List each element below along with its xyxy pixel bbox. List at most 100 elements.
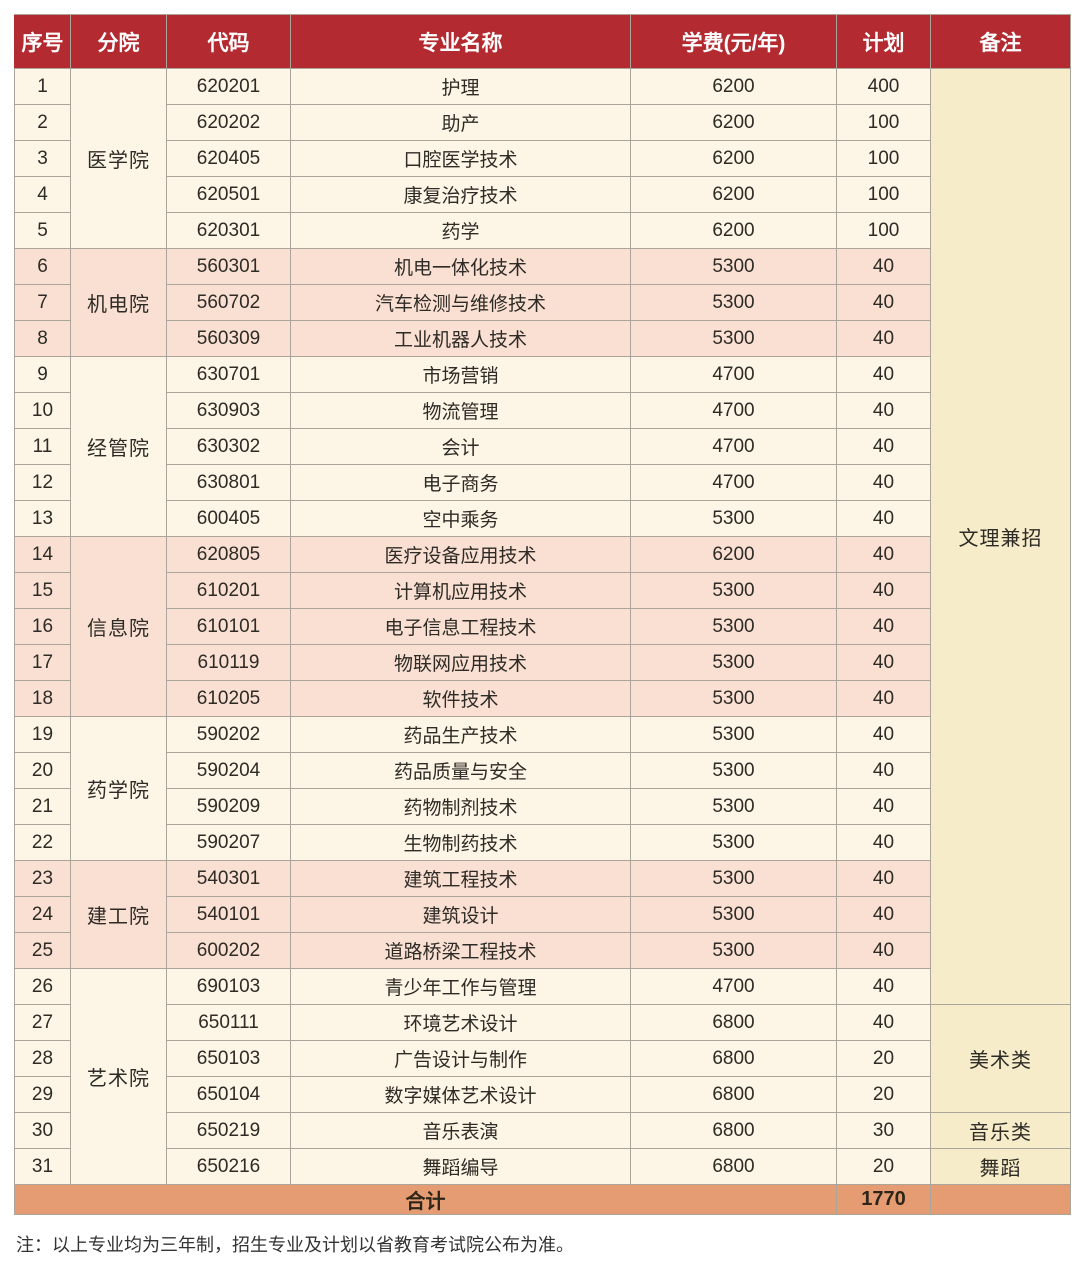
college-cell: 艺术院 (70, 968, 167, 1185)
major-code-cell: 610101 (166, 608, 291, 645)
major-name-cell: 建筑设计 (290, 896, 631, 933)
major-code-cell: 560309 (166, 320, 291, 357)
enrollment-plan-table: 序号 分院 代码 专业名称 学费(元/年) 计划 备注 1 医学院 620201 护理 6200 40… (14, 14, 1071, 1215)
major-code-cell: 600405 (166, 500, 291, 537)
major-code-cell: 620501 (166, 176, 291, 213)
table-row: 16 610101 电子信息工程技术 5300 40 (14, 608, 1071, 645)
major-name-cell: 青少年工作与管理 (290, 968, 631, 1005)
table-row: 4 620501 康复治疗技术 6200 100 (14, 176, 1071, 213)
row-number-cell: 6 (14, 248, 71, 285)
tuition-cell: 5300 (630, 320, 837, 357)
plan-cell: 40 (836, 392, 931, 429)
remark-cell: 文理兼招 (930, 68, 1071, 1005)
table-row: 25 600202 道路桥梁工程技术 5300 40 (14, 932, 1071, 969)
tuition-cell: 6200 (630, 212, 837, 249)
plan-cell: 40 (836, 860, 931, 897)
major-code-cell: 630302 (166, 428, 291, 465)
plan-cell: 100 (836, 176, 931, 213)
plan-table-body: 1 医学院 620201 护理 6200 400 文理兼招 2 620202 助产 6200 100 3… (14, 68, 1071, 1185)
table-row: 28 650103 广告设计与制作 6800 20 (14, 1040, 1071, 1077)
major-code-cell: 610201 (166, 572, 291, 609)
tuition-cell: 5300 (630, 644, 837, 681)
column-header-plan: 计划 (836, 14, 931, 69)
tuition-cell: 5300 (630, 896, 837, 933)
row-number-cell: 31 (14, 1148, 71, 1185)
tuition-cell: 5300 (630, 572, 837, 609)
tuition-cell: 5300 (630, 248, 837, 285)
header-row: 序号 分院 代码 专业名称 学费(元/年) 计划 备注 (14, 14, 1071, 69)
major-name-cell: 机电一体化技术 (290, 248, 631, 285)
column-header-no: 序号 (14, 14, 71, 69)
table-row: 11 630302 会计 4700 40 (14, 428, 1071, 465)
tuition-cell: 6200 (630, 104, 837, 141)
row-number-cell: 30 (14, 1112, 71, 1149)
major-code-cell: 650111 (166, 1004, 291, 1041)
major-name-cell: 汽车检测与维修技术 (290, 284, 631, 321)
major-code-cell: 600202 (166, 932, 291, 969)
plan-cell: 40 (836, 608, 931, 645)
plan-cell: 100 (836, 104, 931, 141)
table-row: 27 650111 环境艺术设计 6800 40 美术类 (14, 1004, 1071, 1113)
row-number-cell: 9 (14, 356, 71, 393)
major-name-cell: 市场营销 (290, 356, 631, 393)
table-row: 5 620301 药学 6200 100 (14, 212, 1071, 249)
table-row: 22 590207 生物制药技术 5300 40 (14, 824, 1071, 861)
table-row: 9 经管院 630701 市场营销 4700 40 (14, 356, 1071, 537)
row-number-cell: 14 (14, 536, 71, 573)
row-number-cell: 20 (14, 752, 71, 789)
major-name-cell: 药学 (290, 212, 631, 249)
row-number-cell: 18 (14, 680, 71, 717)
plan-cell: 40 (836, 968, 931, 1005)
row-number-cell: 1 (14, 68, 71, 105)
major-name-cell: 建筑工程技术 (290, 860, 631, 897)
plan-cell: 40 (836, 932, 931, 969)
row-number-cell: 13 (14, 500, 71, 537)
major-name-cell: 药品生产技术 (290, 716, 631, 753)
major-code-cell: 560301 (166, 248, 291, 285)
row-number-cell: 5 (14, 212, 71, 249)
table-row: 3 620405 口腔医学技术 6200 100 (14, 140, 1071, 177)
major-code-cell: 560702 (166, 284, 291, 321)
tuition-cell: 4700 (630, 968, 837, 1005)
major-name-cell: 数字媒体艺术设计 (290, 1076, 631, 1113)
row-number-cell: 15 (14, 572, 71, 609)
table-row: 15 610201 计算机应用技术 5300 40 (14, 572, 1071, 609)
plan-cell: 40 (836, 428, 931, 465)
major-name-cell: 舞蹈编导 (290, 1148, 631, 1185)
row-number-cell: 19 (14, 716, 71, 753)
column-header-tuition: 学费(元/年) (630, 14, 837, 69)
row-number-cell: 2 (14, 104, 71, 141)
major-code-cell: 590204 (166, 752, 291, 789)
table-row: 26 艺术院 690103 青少年工作与管理 4700 40 (14, 968, 1071, 1185)
remark-cell: 音乐类 (930, 1112, 1071, 1149)
tuition-cell: 6800 (630, 1112, 837, 1149)
major-code-cell: 620405 (166, 140, 291, 177)
major-name-cell: 电子信息工程技术 (290, 608, 631, 645)
plan-cell: 40 (836, 788, 931, 825)
tuition-cell: 5300 (630, 500, 837, 537)
row-number-cell: 29 (14, 1076, 71, 1113)
major-code-cell: 650219 (166, 1112, 291, 1149)
row-number-cell: 28 (14, 1040, 71, 1077)
major-name-cell: 药品质量与安全 (290, 752, 631, 789)
college-cell: 经管院 (70, 356, 167, 537)
plan-cell: 20 (836, 1076, 931, 1113)
column-header-remark: 备注 (930, 14, 1071, 69)
footnote: 注：以上专业均为三年制，招生专业及计划以省教育考试院公布为准。 (16, 1235, 574, 1255)
major-code-cell: 690103 (166, 968, 291, 1005)
table-row: 2 620202 助产 6200 100 (14, 104, 1071, 141)
tuition-cell: 4700 (630, 464, 837, 501)
plan-cell: 40 (836, 248, 931, 285)
table-row: 20 590204 药品质量与安全 5300 40 (14, 752, 1071, 789)
table-row: 14 信息院 620805 医疗设备应用技术 6200 40 (14, 536, 1071, 717)
major-name-cell: 医疗设备应用技术 (290, 536, 631, 573)
major-name-cell: 软件技术 (290, 680, 631, 717)
row-number-cell: 22 (14, 824, 71, 861)
table-row: 19 药学院 590202 药品生产技术 5300 40 (14, 716, 1071, 861)
tuition-cell: 5300 (630, 788, 837, 825)
major-name-cell: 环境艺术设计 (290, 1004, 631, 1041)
major-code-cell: 620301 (166, 212, 291, 249)
table-row: 21 590209 药物制剂技术 5300 40 (14, 788, 1071, 825)
plan-cell: 100 (836, 212, 931, 249)
tuition-cell: 4700 (630, 428, 837, 465)
